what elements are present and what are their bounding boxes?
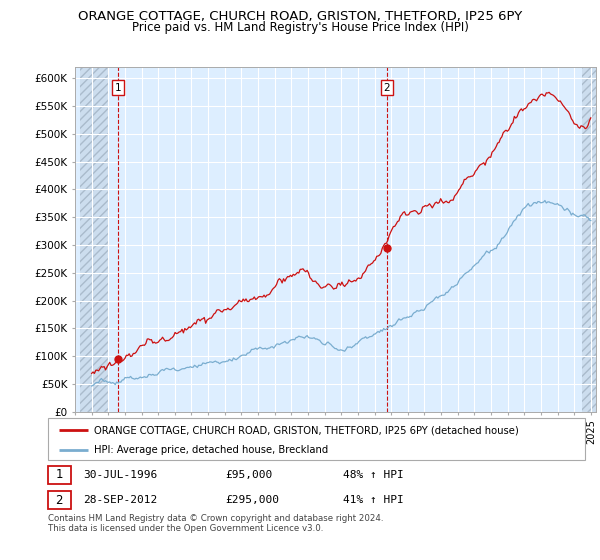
Text: HPI: Average price, detached house, Breckland: HPI: Average price, detached house, Brec… (94, 445, 328, 455)
Text: 48% ↑ HPI: 48% ↑ HPI (343, 470, 404, 479)
Bar (583, 67, 596, 412)
FancyBboxPatch shape (48, 491, 71, 509)
Text: 1: 1 (115, 83, 121, 93)
Bar (80, 67, 108, 412)
FancyBboxPatch shape (48, 466, 71, 483)
Text: 1: 1 (56, 468, 63, 481)
Text: Contains HM Land Registry data © Crown copyright and database right 2024.
This d: Contains HM Land Registry data © Crown c… (48, 514, 383, 534)
FancyBboxPatch shape (48, 418, 585, 460)
Text: 2: 2 (56, 493, 63, 507)
Text: 2: 2 (383, 83, 390, 93)
Text: 41% ↑ HPI: 41% ↑ HPI (343, 495, 404, 505)
Text: Price paid vs. HM Land Registry's House Price Index (HPI): Price paid vs. HM Land Registry's House … (131, 21, 469, 34)
Text: £95,000: £95,000 (225, 470, 272, 479)
Text: £295,000: £295,000 (225, 495, 279, 505)
Text: ORANGE COTTAGE, CHURCH ROAD, GRISTON, THETFORD, IP25 6PY (detached house): ORANGE COTTAGE, CHURCH ROAD, GRISTON, TH… (94, 425, 518, 435)
Text: ORANGE COTTAGE, CHURCH ROAD, GRISTON, THETFORD, IP25 6PY: ORANGE COTTAGE, CHURCH ROAD, GRISTON, TH… (78, 10, 522, 22)
Text: 28-SEP-2012: 28-SEP-2012 (83, 495, 157, 505)
Text: 30-JUL-1996: 30-JUL-1996 (83, 470, 157, 479)
